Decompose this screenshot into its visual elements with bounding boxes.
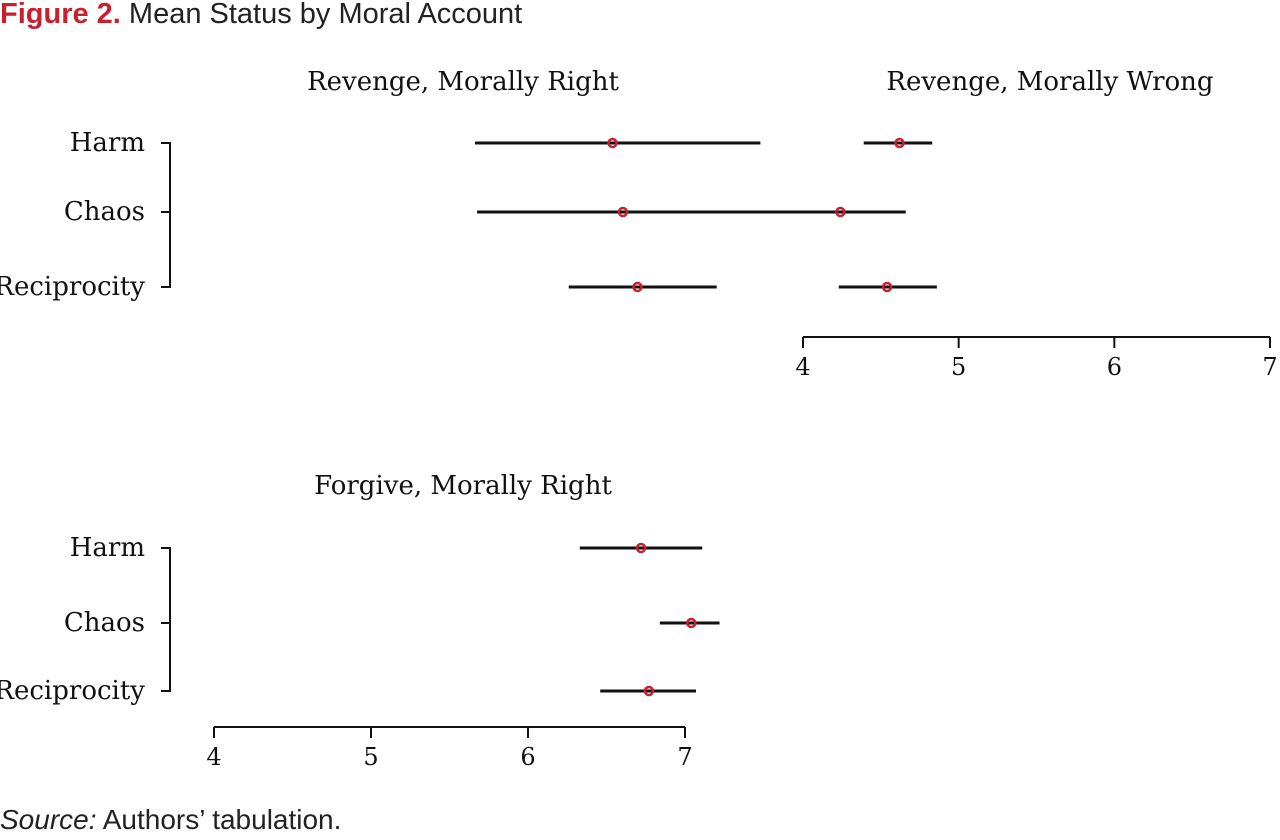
category-label: Harm (70, 128, 145, 158)
panel-2: Revenge, Morally Wrong 4 5 6 7 (778, 67, 1278, 381)
figure-plot-area: Revenge, Morally Right Harm Chaos Reciproci… (0, 67, 1278, 771)
value-tick-label: 7 (677, 743, 692, 771)
value-tick-label: 5 (951, 353, 966, 381)
value-tick-label: 7 (1262, 353, 1277, 381)
panel-title: Forgive, Morally Right (314, 471, 612, 501)
mean-point (881, 281, 893, 293)
figure-source: Source: Authors’ tabulation. (0, 800, 341, 840)
mean-point (632, 281, 643, 293)
value-tick-label: 4 (795, 353, 810, 381)
category-label: Chaos (64, 608, 145, 638)
mean-point (617, 206, 629, 218)
panel-title: Revenge, Morally Wrong (886, 67, 1213, 97)
category-label: Chaos (64, 197, 145, 227)
figure-title: Figure 2. Mean Status by Moral Account (0, 0, 522, 34)
mean-point (635, 542, 647, 554)
value-tick-label: 5 (363, 743, 378, 771)
figure-label: Figure 2. (0, 0, 121, 30)
mean-point (835, 206, 846, 218)
panel-title: Revenge, Morally Right (307, 67, 619, 97)
mean-point (686, 617, 697, 629)
category-label: Reciprocity (0, 272, 145, 302)
mean-point (894, 137, 905, 149)
category-label: Reciprocity (0, 676, 145, 706)
value-tick-label: 6 (520, 743, 535, 771)
category-label: Harm (70, 533, 145, 563)
source-text: Authors’ tabulation. (96, 804, 342, 835)
value-tick-label: 6 (1107, 353, 1122, 381)
panel-3: Forgive, Morally Right Harm Chaos Reciproci… (0, 471, 720, 771)
source-label: Source: (0, 804, 97, 835)
value-tick-label: 4 (206, 743, 221, 771)
panel-1: Revenge, Morally Right Harm Chaos Reciproci… (0, 67, 786, 302)
figure-title-text: Mean Status by Moral Account (128, 0, 523, 30)
mean-point (607, 137, 618, 149)
mean-point (643, 685, 655, 697)
